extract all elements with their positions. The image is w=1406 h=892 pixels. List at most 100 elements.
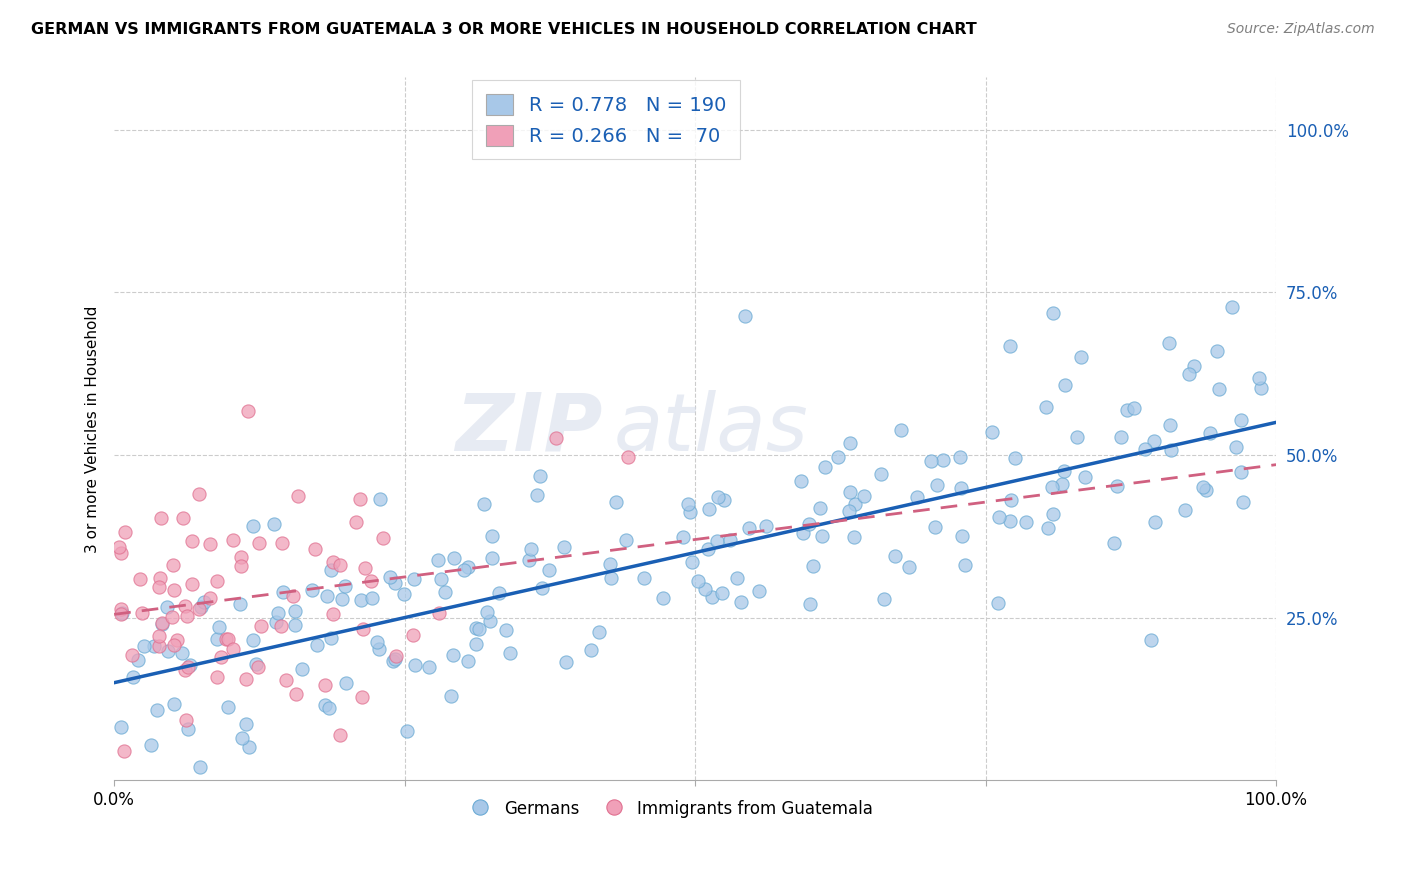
Point — [1040, 480, 1063, 494]
Point — [488, 586, 510, 600]
Point — [553, 540, 575, 554]
Point — [953, 558, 976, 572]
Point — [710, 586, 733, 600]
Point — [274, 673, 297, 687]
Point — [228, 597, 250, 611]
Point — [172, 511, 194, 525]
Point — [981, 425, 1004, 440]
Point — [318, 700, 340, 714]
Point — [1191, 480, 1213, 494]
Point — [1042, 306, 1064, 320]
Point — [792, 526, 814, 541]
Point — [925, 477, 948, 491]
Point — [207, 669, 229, 683]
Point — [160, 609, 183, 624]
Point — [790, 474, 813, 488]
Point — [217, 700, 239, 714]
Point — [121, 648, 143, 662]
Point — [707, 490, 730, 504]
Point — [688, 574, 710, 588]
Point — [1004, 451, 1026, 466]
Point — [380, 570, 402, 584]
Point — [263, 517, 285, 532]
Point — [1174, 502, 1197, 516]
Point — [519, 542, 541, 557]
Point — [205, 632, 228, 646]
Point — [839, 484, 862, 499]
Point — [1066, 430, 1088, 444]
Point — [301, 582, 323, 597]
Point — [235, 717, 257, 731]
Point — [1122, 401, 1144, 415]
Point — [368, 642, 391, 657]
Point — [481, 529, 503, 543]
Point — [271, 536, 294, 550]
Point — [148, 580, 170, 594]
Point — [427, 606, 450, 620]
Point — [177, 660, 200, 674]
Point — [208, 620, 231, 634]
Point — [110, 719, 132, 733]
Point — [676, 497, 699, 511]
Point — [264, 615, 287, 630]
Point — [600, 571, 623, 585]
Point — [1000, 493, 1022, 508]
Point — [198, 591, 221, 606]
Point — [672, 530, 695, 544]
Point — [205, 574, 228, 589]
Point — [738, 521, 761, 535]
Point — [1053, 378, 1076, 392]
Point — [499, 646, 522, 660]
Point — [1140, 633, 1163, 648]
Point — [231, 731, 253, 745]
Point — [1230, 465, 1253, 479]
Point — [238, 739, 260, 754]
Point — [112, 744, 135, 758]
Point — [617, 450, 640, 465]
Point — [839, 436, 862, 450]
Point — [330, 591, 353, 606]
Point — [181, 577, 204, 591]
Point — [235, 672, 257, 686]
Point — [304, 542, 326, 557]
Point — [163, 582, 186, 597]
Point — [1074, 470, 1097, 484]
Point — [457, 559, 479, 574]
Point — [170, 646, 193, 660]
Point — [1177, 367, 1199, 381]
Point — [1208, 383, 1230, 397]
Point — [429, 573, 451, 587]
Point — [464, 637, 486, 651]
Point — [544, 431, 567, 445]
Point — [870, 467, 893, 481]
Point — [322, 607, 344, 621]
Point — [148, 571, 170, 585]
Point — [111, 606, 134, 620]
Point — [198, 537, 221, 551]
Point — [349, 492, 371, 507]
Point — [222, 533, 245, 548]
Point — [157, 643, 180, 657]
Point — [1036, 521, 1059, 535]
Point — [214, 632, 236, 647]
Point — [801, 559, 824, 574]
Point — [1070, 350, 1092, 364]
Point — [222, 641, 245, 656]
Text: Source: ZipAtlas.com: Source: ZipAtlas.com — [1227, 22, 1375, 37]
Point — [1105, 478, 1128, 492]
Point — [1015, 516, 1038, 530]
Point — [335, 675, 357, 690]
Point — [1143, 434, 1166, 448]
Point — [530, 581, 553, 595]
Point — [1198, 426, 1220, 441]
Point — [1229, 413, 1251, 427]
Point — [352, 623, 374, 637]
Point — [681, 555, 703, 569]
Point — [538, 563, 561, 577]
Point — [730, 595, 752, 609]
Point — [472, 497, 495, 511]
Point — [441, 648, 464, 662]
Legend: Germans, Immigrants from Guatemala: Germans, Immigrants from Guatemala — [464, 793, 880, 825]
Point — [284, 605, 307, 619]
Point — [1249, 371, 1271, 385]
